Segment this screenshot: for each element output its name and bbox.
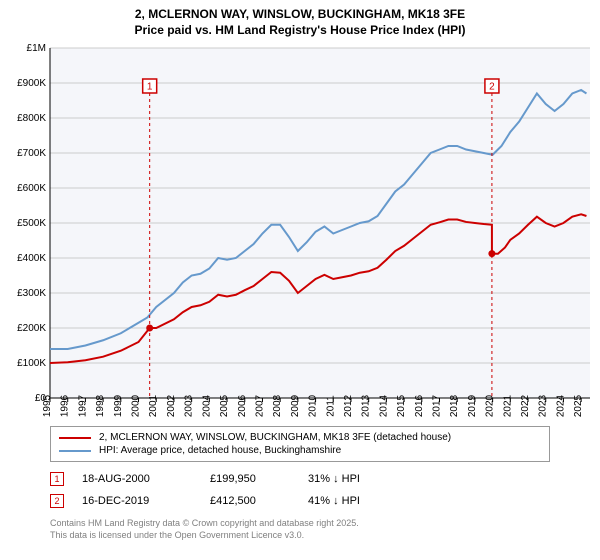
event-delta: 31% ↓ HPI [308,473,360,485]
footer-line-1: Contains HM Land Registry data © Crown c… [50,518,550,530]
event-date: 16-DEC-2019 [82,495,192,507]
event-row: 1 18-AUG-2000 £199,950 31% ↓ HPI [50,468,550,490]
legend-label: 2, MCLERNON WAY, WINSLOW, BUCKINGHAM, MK… [99,432,451,443]
event-marker: 2 [50,494,64,508]
chart-title: 2, MCLERNON WAY, WINSLOW, BUCKINGHAM, MK… [0,0,600,42]
footer-line-2: This data is licensed under the Open Gov… [50,530,550,542]
svg-text:£500K: £500K [17,218,46,229]
svg-text:£600K: £600K [17,183,46,194]
svg-text:£200K: £200K [17,323,46,334]
price-chart: £0£100K£200K£300K£400K£500K£600K£700K£80… [0,42,600,422]
legend-row: HPI: Average price, detached house, Buck… [59,444,541,457]
event-date: 18-AUG-2000 [82,473,192,485]
svg-text:£400K: £400K [17,253,46,264]
legend-label: HPI: Average price, detached house, Buck… [99,445,341,456]
title-line-2: Price paid vs. HM Land Registry's House … [10,22,590,38]
svg-text:£700K: £700K [17,148,46,159]
event-price: £412,500 [210,495,290,507]
title-line-1: 2, MCLERNON WAY, WINSLOW, BUCKINGHAM, MK… [10,6,590,22]
legend-swatch [59,450,91,452]
svg-text:£300K: £300K [17,288,46,299]
sale-events: 1 18-AUG-2000 £199,950 31% ↓ HPI 2 16-DEC-201… [50,468,550,512]
svg-text:2: 2 [489,82,495,93]
svg-text:£900K: £900K [17,78,46,89]
svg-text:£800K: £800K [17,113,46,124]
chart-legend: 2, MCLERNON WAY, WINSLOW, BUCKINGHAM, MK… [50,426,550,462]
event-marker: 1 [50,472,64,486]
footer-attribution: Contains HM Land Registry data © Crown c… [50,518,550,541]
event-price: £199,950 [210,473,290,485]
svg-text:£1M: £1M [27,43,46,54]
event-delta: 41% ↓ HPI [308,495,360,507]
svg-text:£100K: £100K [17,358,46,369]
legend-row: 2, MCLERNON WAY, WINSLOW, BUCKINGHAM, MK… [59,431,541,444]
svg-text:1: 1 [147,82,153,93]
legend-swatch [59,437,91,439]
event-row: 2 16-DEC-2019 £412,500 41% ↓ HPI [50,490,550,512]
